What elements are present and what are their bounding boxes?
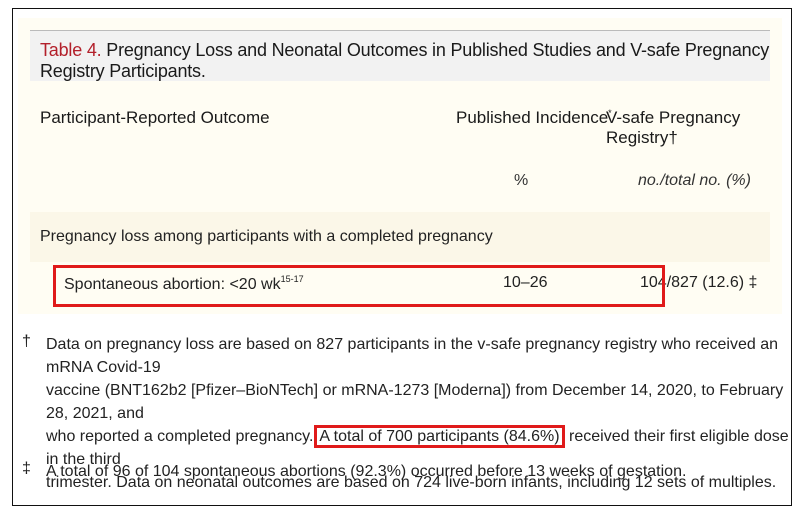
highlight-box-row (53, 265, 665, 307)
footnote-dagger-line-4: trimester. Data on neonatal outcomes are… (46, 474, 777, 491)
highlight-box-participants: A total of 700 participants (84.6%) (314, 425, 565, 448)
footnote-dagger: Data on pregnancy loss are based on 827 … (46, 333, 805, 494)
footnote-dagger-line-3-end: received their first eligible dose in th… (46, 428, 789, 468)
column-header-published: Published Incidence* (456, 108, 612, 128)
column-header-published-label: Published Incidence (456, 108, 609, 127)
section-label: Pregnancy loss among participants with a… (40, 228, 493, 245)
row-outcome-refs: 15-17 (280, 274, 304, 284)
footnote-dagger-mark: † (22, 333, 31, 350)
footnote-mark-dagger: † (668, 128, 678, 147)
footnote-dagger-line-3: who reported a completed pregnancy. A tot… (46, 425, 805, 471)
table-number: Table 4. (40, 40, 102, 60)
section-band (30, 212, 770, 262)
unit-published: % (514, 172, 529, 189)
footnote-double-dagger-mark: ‡ (22, 460, 31, 477)
row-published-value: 10–26 (503, 274, 548, 291)
table-title-text: Pregnancy Loss and Neonatal Outcomes in … (40, 40, 770, 81)
column-header-registry-label: V-safe Pregnancy Registry (606, 108, 741, 147)
table-title-bar (30, 30, 770, 81)
table-title: Table 4. Pregnancy Loss and Neonatal Out… (40, 40, 805, 82)
footnote-double-dagger: A total of 96 of 104 spontaneous abortio… (46, 463, 687, 480)
row-registry-number: 104/827 (12.6) (640, 274, 745, 291)
row-outcome: Spontaneous abortion: <20 wk15-17 (64, 274, 304, 294)
footnote-mark-asterisk: * (608, 108, 612, 118)
footnote-dagger-line-1: Data on pregnancy loss are based on 827 … (46, 336, 778, 376)
column-header-outcome: Participant-Reported Outcome (40, 108, 270, 127)
footnote-dagger-line-3-start: who reported a completed pregnancy. (46, 428, 314, 445)
row-outcome-label: Spontaneous abortion: <20 wk (64, 276, 281, 293)
footnote-mark-double-dagger: ‡ (748, 274, 758, 291)
footnote-dagger-line-2: vaccine (BNT162b2 [Pfizer–BioNTech] or m… (46, 382, 784, 422)
row-registry-value: 104/827 (12.6) ‡ (640, 274, 757, 292)
column-header-registry: V-safe Pregnancy Registry† (606, 108, 805, 148)
unit-registry: no./total no. (%) (638, 172, 751, 189)
